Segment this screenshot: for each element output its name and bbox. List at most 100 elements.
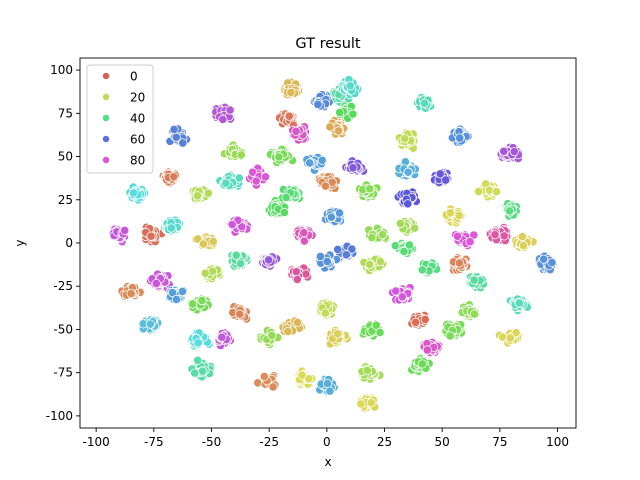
y-tick-label: 25 xyxy=(58,193,73,207)
scatter-point xyxy=(129,188,139,198)
scatter-point xyxy=(260,172,271,182)
scatter-point xyxy=(284,111,294,121)
scatter-point xyxy=(410,223,420,233)
scatter-point xyxy=(365,184,375,194)
scatter-point xyxy=(518,241,529,251)
cluster-69 xyxy=(388,283,415,305)
cluster-35 xyxy=(191,232,219,251)
scatter-point xyxy=(505,206,515,216)
y-tick-label: 100 xyxy=(50,63,73,77)
scatter-point xyxy=(225,105,235,115)
scatter-point xyxy=(291,267,301,277)
y-tick-label: -100 xyxy=(46,409,73,423)
cluster-38 xyxy=(292,224,317,246)
cluster-28 xyxy=(355,180,382,202)
scatter-point xyxy=(193,355,203,365)
cluster-63 xyxy=(228,302,252,324)
cluster-22 xyxy=(158,167,180,188)
scatter-point xyxy=(367,233,377,243)
legend-marker xyxy=(102,156,110,164)
cluster-24 xyxy=(215,170,244,191)
scatter-point xyxy=(334,126,344,136)
scatter-point xyxy=(200,268,210,278)
scatter-point xyxy=(509,147,519,157)
cluster-51 xyxy=(227,250,252,271)
scatter-point xyxy=(283,326,293,336)
x-tick-label: -75 xyxy=(144,435,164,449)
cluster-47 xyxy=(117,282,145,301)
cluster-42 xyxy=(395,217,420,237)
cluster-76 xyxy=(214,328,235,351)
scatter-point xyxy=(499,146,509,156)
cluster-17 xyxy=(341,156,368,176)
scatter-point xyxy=(274,152,284,162)
scatter-point xyxy=(235,309,245,319)
scatter-point xyxy=(403,199,413,209)
scatter-point xyxy=(193,338,203,348)
scatter-point xyxy=(333,244,343,254)
scatter-point xyxy=(305,158,315,168)
y-tick-label: 0 xyxy=(65,236,73,250)
cluster-73 xyxy=(457,300,481,322)
cluster-36 xyxy=(226,215,252,237)
scatter-point xyxy=(281,192,291,202)
x-axis: -100 -75 -50 -25 0 25 50 75 100 xyxy=(83,428,569,449)
scatter-point xyxy=(334,208,345,218)
scatter-point xyxy=(208,236,218,246)
cluster-20 xyxy=(473,179,502,202)
scatter-point xyxy=(235,259,246,269)
x-tick-label: 0 xyxy=(323,435,331,449)
cluster-71 xyxy=(419,337,444,358)
scatter-point xyxy=(499,231,509,241)
y-tick-label: 50 xyxy=(58,150,73,164)
scatter-point xyxy=(120,225,130,235)
cluster-80 xyxy=(315,374,339,396)
scatter-point xyxy=(264,255,274,265)
scatter-point xyxy=(348,163,358,173)
scatter-point xyxy=(325,122,335,132)
scatter-point xyxy=(375,327,385,337)
scatter-point xyxy=(469,309,479,319)
cluster-21 xyxy=(125,182,150,205)
scatter-point xyxy=(454,258,464,268)
scatter-point xyxy=(492,187,502,197)
scatter-point xyxy=(169,172,179,182)
scatter-point xyxy=(365,259,375,269)
cluster-41 xyxy=(364,223,391,244)
cluster-61 xyxy=(138,315,163,335)
scatter-point xyxy=(198,366,208,376)
scatter-point xyxy=(419,98,430,108)
scatter-point xyxy=(547,257,557,267)
legend-label: 60 xyxy=(130,133,145,147)
cluster-74 xyxy=(494,328,523,348)
scatter-point xyxy=(390,241,400,251)
cluster-67 xyxy=(325,325,352,349)
x-tick-label: -50 xyxy=(202,435,222,449)
x-tick-label: 75 xyxy=(492,435,507,449)
y-tick-label: -75 xyxy=(53,366,73,380)
scatter-point xyxy=(514,298,524,308)
cluster-4 xyxy=(335,101,358,123)
cluster-59 xyxy=(465,271,489,293)
y-axis-label: y xyxy=(13,239,27,246)
data-points xyxy=(108,75,558,413)
scatter-point xyxy=(473,187,484,197)
scatter-point xyxy=(171,294,182,304)
cluster-46 xyxy=(534,251,558,275)
scatter-point xyxy=(539,254,549,264)
scatter-point xyxy=(197,296,207,306)
scatter-point xyxy=(517,232,527,242)
scatter-point xyxy=(375,257,385,267)
cluster-49 xyxy=(165,285,188,305)
cluster-65 xyxy=(278,316,306,336)
legend-marker xyxy=(102,135,110,143)
cluster-58 xyxy=(448,253,472,275)
scatter-point xyxy=(465,237,475,247)
cluster-23 xyxy=(188,185,213,204)
y-axis: -100 -75 -50 -25 0 25 50 75 100 xyxy=(46,63,80,423)
scatter-point xyxy=(505,333,515,343)
x-tick-label: -25 xyxy=(259,435,279,449)
x-tick-label: 100 xyxy=(546,435,569,449)
cluster-30 xyxy=(441,204,466,228)
